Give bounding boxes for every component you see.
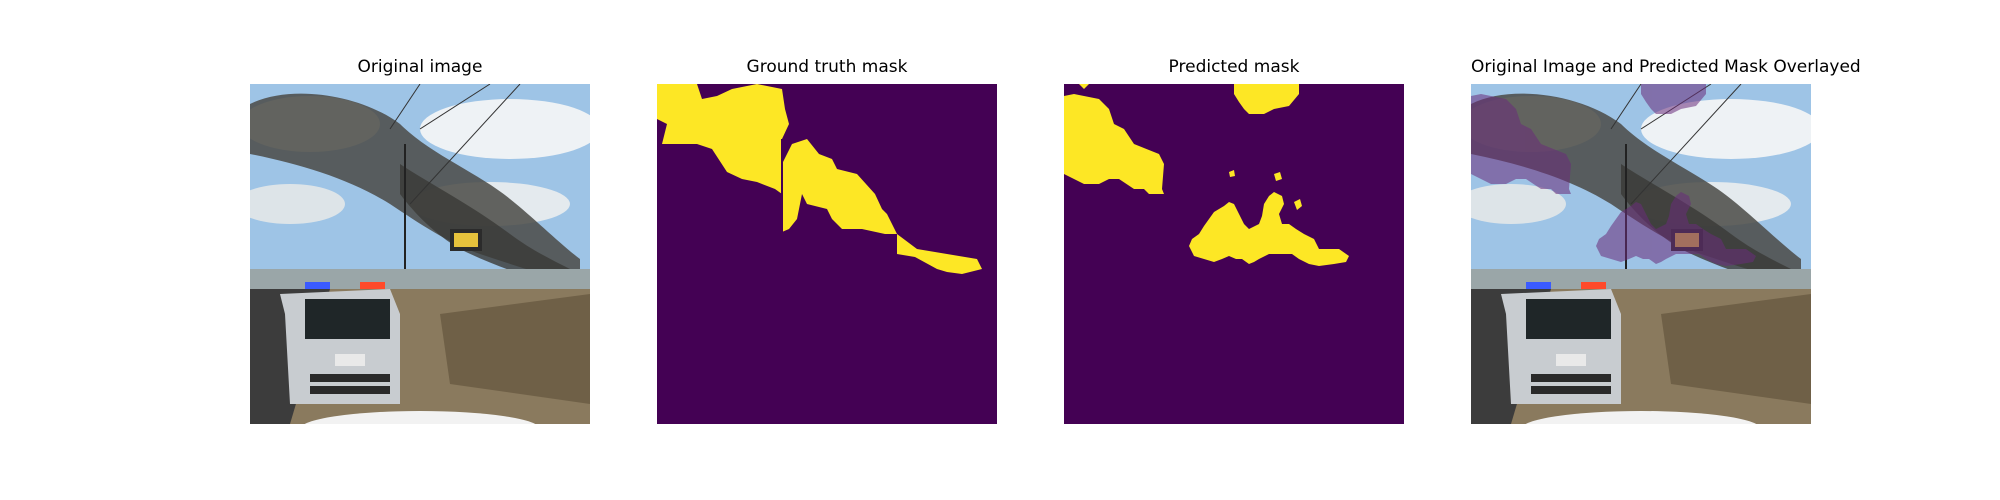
ground-truth-mask-shape [657,84,997,424]
predicted-mask-panel: Predicted mask [1064,56,1404,424]
panel-title: Predicted mask [1168,57,1300,77]
ground-truth-mask-panel: Ground truth mask [657,56,997,424]
original-image [250,84,590,424]
original-scene [250,84,590,424]
panel-title: Ground truth mask [746,57,908,77]
overlay-scene [1471,84,1811,424]
panel-title: Original Image and Predicted Mask Overla… [1471,57,1861,77]
overlay-panel: Original Image and Predicted Mask Overla… [1471,56,1861,424]
overlay-image [1471,84,1811,424]
predicted-mask [1064,84,1404,424]
ground-truth-mask [657,84,997,424]
original-image-panel: Original image [250,56,590,424]
predicted-mask-overlay [1471,84,1756,266]
predicted-mask-shape [1064,84,1404,424]
panel-title: Original image [357,57,483,77]
